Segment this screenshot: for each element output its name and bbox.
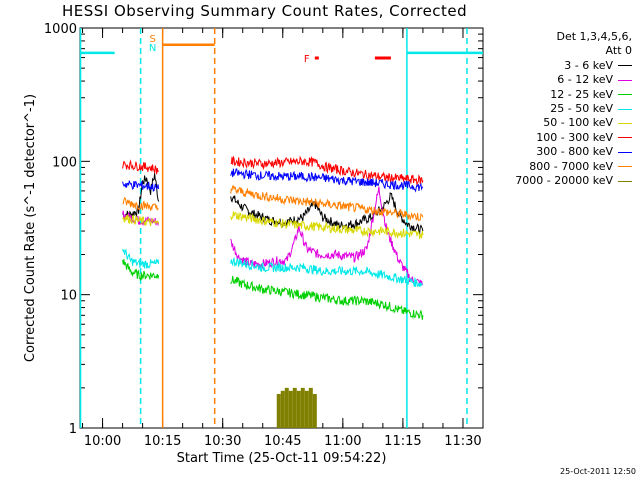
legend-swatch [618, 108, 632, 110]
legend-entry: 50 - 100 keV [515, 116, 632, 130]
y-axis-label: Corrected Count Rate (s^-1 detector^-1) [23, 94, 38, 362]
legend-swatch [618, 122, 632, 124]
series-line-7 [122, 196, 159, 211]
series-spike-8 [300, 387, 305, 428]
legend-label: 100 - 300 keV [536, 130, 613, 144]
x-tick-label: 10:15 [144, 434, 181, 449]
legend-entry: 3 - 6 keV [515, 59, 632, 73]
annotation-S: S [149, 34, 155, 45]
series-line-1 [122, 210, 160, 227]
annotation-F: F [304, 54, 310, 65]
legend-label: 3 - 6 keV [564, 58, 613, 72]
x-tick-label: 10:30 [204, 434, 241, 449]
legend-entry: 300 - 800 keV [515, 145, 632, 159]
series-spike-8 [312, 393, 317, 428]
legend-swatch [618, 137, 632, 139]
series-line-1 [230, 186, 424, 287]
y-tick-label: 1 [69, 422, 77, 437]
y-tick-label: 10 [60, 289, 77, 304]
series-spike-8 [292, 387, 297, 428]
legend-swatch [618, 166, 632, 168]
legend-label: 6 - 12 keV [557, 73, 613, 87]
x-tick-label: 10:00 [84, 434, 121, 449]
legend-swatch [618, 79, 632, 81]
series-spike-8 [304, 390, 309, 428]
legend-entry: 7000 - 20000 keV [515, 174, 632, 188]
legend-swatch [618, 94, 632, 96]
series-spike-8 [276, 393, 281, 428]
x-tick-label: 11:30 [444, 434, 481, 449]
footer-timestamp: 25-Oct-2011 12:50 [560, 467, 636, 476]
series-line-2 [122, 259, 160, 282]
legend-entry: 25 - 50 keV [515, 102, 632, 116]
series-line-6 [230, 168, 423, 193]
legend: Det 1,3,4,5,6, Att 0 3 - 6 keV 6 - 12 keV… [515, 30, 632, 188]
series-line-6 [122, 180, 160, 192]
legend-swatch [618, 151, 632, 153]
legend-entry: 800 - 7000 keV [515, 160, 632, 174]
series-spike-8 [284, 387, 289, 428]
legend-label: 50 - 100 keV [543, 116, 613, 130]
legend-label: 12 - 25 keV [550, 87, 613, 101]
series-spike-8 [296, 390, 301, 428]
series-line-3 [122, 248, 160, 269]
x-tick-label: 10:45 [264, 434, 301, 449]
series-spike-8 [280, 390, 285, 428]
legend-label: 300 - 800 keV [536, 145, 613, 159]
annotation-N: N [149, 43, 156, 54]
legend-swatch [618, 65, 632, 67]
legend-header-detectors: Det 1,3,4,5,6, [556, 30, 632, 43]
y-tick-label: 100 [52, 155, 77, 170]
series-line-0 [230, 191, 424, 235]
legend-label: 800 - 7000 keV [529, 159, 613, 173]
x-axis-label: Start Time (25-Oct-11 09:54:22) [177, 451, 387, 466]
chart-title: HESSI Observing Summary Count Rates, Cor… [62, 2, 468, 20]
y-tick-label: 1000 [44, 22, 77, 37]
series-line-2 [230, 275, 424, 320]
series-line-7 [230, 185, 424, 222]
series-line-5 [122, 159, 159, 175]
series-spike-8 [308, 387, 313, 428]
series-line-4 [230, 211, 424, 240]
legend-swatch [618, 180, 632, 182]
legend-label: 25 - 50 keV [550, 102, 613, 116]
legend-label: 7000 - 20000 keV [515, 174, 613, 188]
series-line-4 [122, 214, 160, 227]
legend-entry: 6 - 12 keV [515, 73, 632, 87]
series-line-3 [230, 256, 424, 288]
series-spike-8 [288, 390, 293, 428]
x-tick-label: 11:00 [324, 434, 361, 449]
legend-entry: 12 - 25 keV [515, 88, 632, 102]
legend-entry: 100 - 300 keV [515, 131, 632, 145]
x-tick-label: 11:15 [384, 434, 421, 449]
legend-header-attenuator: Att 0 [605, 44, 632, 58]
